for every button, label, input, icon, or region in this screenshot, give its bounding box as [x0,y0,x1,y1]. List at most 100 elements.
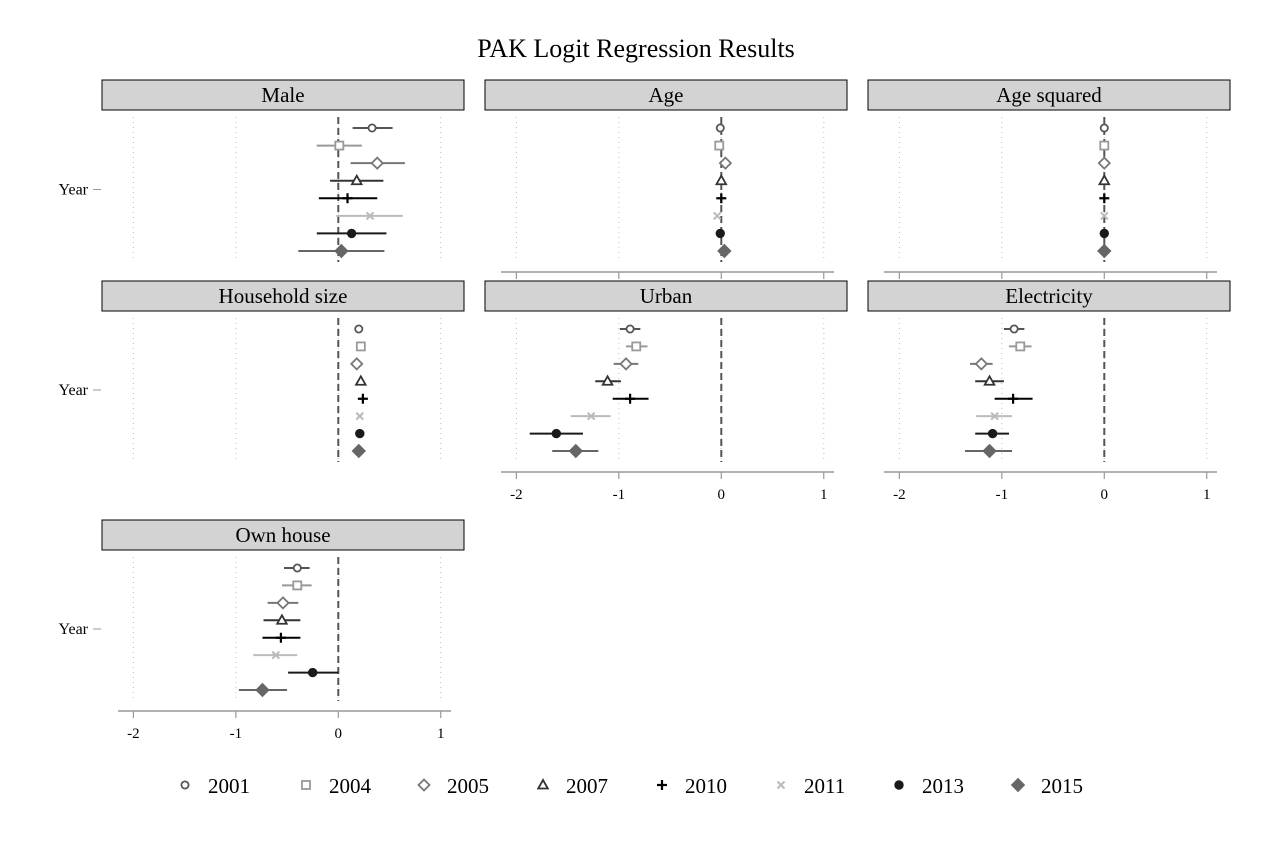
point-estimate-2004 [334,140,345,151]
panel-header-box [867,79,1231,111]
legend-label-2015: 2015 [1041,774,1083,798]
series-2004 [316,140,362,151]
point-estimate-2015 [351,443,366,459]
point-estimate-2004 [714,140,725,151]
series-2013 [288,667,339,678]
point-estimate-2007 [350,173,364,186]
point-estimate-2011 [355,411,365,421]
point-estimate-2013 [715,228,725,239]
series-2001 [354,324,364,334]
series-2013 [1099,228,1109,239]
point-estimate-2011 [365,211,375,221]
series-2011 [976,411,1013,421]
point-estimate-2001 [625,324,635,334]
legend-label-2004: 2004 [329,774,372,798]
series-2005 [718,156,733,170]
legend-marker-2005 [417,778,431,792]
legend-marker-2011 [776,780,786,790]
panel-title: Age [649,83,684,107]
series-2011 [253,650,298,660]
series-2013 [529,428,583,439]
point-estimate-2007 [601,374,614,386]
point-estimate-2011 [586,411,596,421]
panel-title: Electricity [1005,284,1093,308]
legend-item-2004: 2004 [301,774,372,798]
series-2007 [263,613,301,625]
panel-title: Male [261,83,304,107]
x-tick-label: -2 [127,726,140,742]
point-estimate-2010 [1099,193,1110,204]
point-estimate-2001 [367,123,377,133]
legend-label-2013: 2013 [922,774,964,798]
panel-title: Own house [235,523,330,547]
series-2015 [717,243,732,259]
panel-own-house: Own house Year -2 -1 0 1 [59,519,465,742]
series-2015 [964,443,1013,459]
point-estimate-2010 [275,632,286,643]
panel-header-box [867,280,1231,312]
series-2001 [1099,123,1109,133]
series-2004 [1009,341,1032,352]
point-estimate-2001 [715,123,725,133]
point-estimate-2013 [346,228,357,239]
x-tick-label: 0 [1101,487,1109,503]
panel-urban: Urban -2 -1 0 1 [484,280,848,503]
point-estimate-2005 [276,596,290,610]
point-estimate-2011 [271,650,280,660]
panel-electricity: Electricity -2 -1 0 1 [867,280,1231,503]
point-estimate-2005 [349,357,364,371]
series-2004 [281,580,312,591]
point-estimate-2001 [1099,123,1109,133]
series-2011 [712,211,722,221]
point-estimate-2007 [275,613,289,625]
series-2007 [714,173,728,186]
series-2007 [330,173,384,186]
series-2004 [355,341,366,352]
point-estimate-2013 [987,428,998,439]
legend-item-2011: 2011 [776,774,845,798]
series-2011 [355,411,365,421]
series-2015 [298,243,385,259]
point-estimate-2004 [1099,140,1110,151]
point-estimate-2015 [982,443,997,459]
series-2001 [352,123,393,133]
series-2010 [1099,193,1110,204]
point-estimate-2013 [307,667,318,678]
series-2001 [619,324,641,334]
legend-label-2011: 2011 [804,774,845,798]
x-tick-label: 1 [820,487,828,503]
point-estimate-2005 [718,156,733,170]
point-estimate-2015 [717,243,732,259]
x-tick-label: -2 [893,487,906,503]
point-estimate-2010 [342,193,353,204]
point-estimate-2007 [983,374,996,386]
point-estimate-2007 [354,374,368,386]
point-estimate-2007 [1097,173,1111,186]
legend-marker-2015 [1010,777,1026,793]
series-2010 [716,193,727,204]
point-estimate-2004 [631,341,642,352]
series-2010 [612,393,649,404]
point-estimate-2010 [1008,393,1019,404]
series-2005 [349,357,364,371]
panel-header-box [101,79,465,111]
series-2007 [595,374,621,386]
series-2010 [357,393,368,404]
point-estimate-2005 [619,357,633,371]
panel-header-box [484,79,848,111]
panel-title: Urban [640,284,693,308]
legend-marker-2001 [180,780,190,790]
series-2013 [715,228,725,239]
legend: 2001 2004 2005 2007 2010 2011 2013 2015 [180,774,1083,798]
series-2005 [970,357,993,371]
series-2001 [283,563,310,573]
series-2005 [350,156,405,170]
legend-label-2007: 2007 [566,774,608,798]
point-estimate-2004 [292,580,303,591]
point-estimate-2013 [355,428,365,439]
point-estimate-2015 [568,443,584,459]
point-estimate-2015 [1097,243,1112,259]
point-estimate-2015 [255,682,270,698]
panel-age-squared: Age squared-2-101 [867,79,1231,303]
